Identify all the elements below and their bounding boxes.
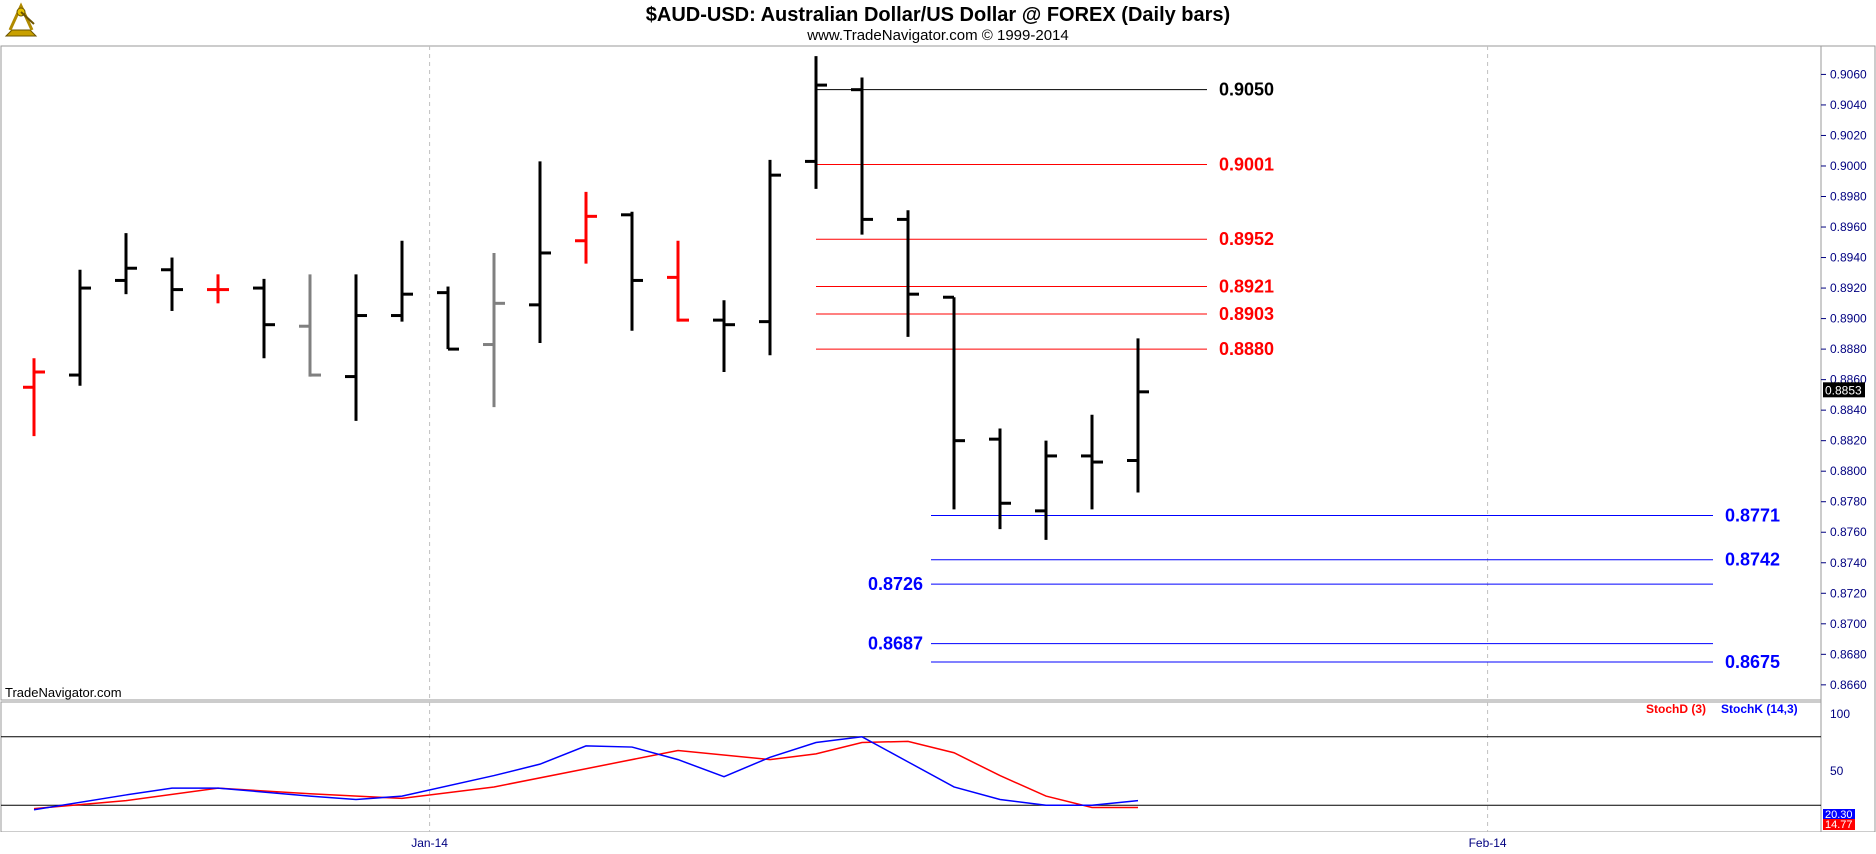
level-label: 0.8880 xyxy=(1219,339,1274,359)
price-panel xyxy=(0,45,1822,701)
level-label: 0.8675 xyxy=(1725,652,1780,672)
price-tick-label: 0.8980 xyxy=(1830,190,1867,204)
price-tick-label: 0.8660 xyxy=(1830,678,1867,692)
level-label: 0.9001 xyxy=(1219,154,1274,174)
ohlc-bar xyxy=(1127,338,1149,493)
date-tick-label: Feb-14 xyxy=(1469,836,1507,850)
ohlc-bar xyxy=(23,358,45,437)
sextant-logo-icon xyxy=(4,2,38,37)
price-tick-label: 0.9060 xyxy=(1830,67,1867,81)
stoch_d-line xyxy=(33,740,1138,810)
price-tick-label: 0.8800 xyxy=(1830,464,1867,478)
price-tick-label: 0.8940 xyxy=(1830,251,1867,265)
ohlc-bar xyxy=(1081,414,1103,510)
support-resistance-levels: 0.9050 0.9001 0.8952 0.8921 0.8903 0.8880 0.87… xyxy=(816,80,1780,672)
level-label: 0.8771 xyxy=(1725,505,1780,525)
ohlc-bar xyxy=(805,56,827,189)
stoch-d-last-value: 14.77 xyxy=(1825,819,1853,831)
ohlc-bar xyxy=(667,240,689,322)
ohlc-bar xyxy=(897,210,919,337)
price-tick-label: 0.8700 xyxy=(1830,617,1867,631)
last-price-label: 0.8853 xyxy=(1825,383,1862,397)
stoch-tick-label: 100 xyxy=(1830,707,1850,721)
legend-stoch-d: StochD (3) xyxy=(1646,702,1706,716)
ohlc-bar xyxy=(391,240,413,322)
stoch-tick-label: 50 xyxy=(1830,764,1844,778)
date-axis-ticks: Jan-14 Feb-14 xyxy=(411,836,1507,850)
chart-subtitle: www.TradeNavigator.com © 1999-2014 xyxy=(806,27,1068,44)
ohlc-bar xyxy=(161,257,183,311)
price-tick-label: 0.8740 xyxy=(1830,556,1867,570)
price-tick-label: 0.8920 xyxy=(1830,281,1867,295)
stochastic-last-values: 20.30 14.77 xyxy=(1823,809,1855,831)
stoch_k-line xyxy=(33,736,1139,811)
ohlc-bar xyxy=(989,428,1011,530)
ohlc-bar xyxy=(943,295,965,510)
ohlc-bar xyxy=(621,211,643,331)
ohlc-bar xyxy=(713,300,735,372)
price-tick-label: 0.9000 xyxy=(1830,159,1867,173)
ohlc-bar xyxy=(575,191,597,264)
level-label: 0.9050 xyxy=(1219,80,1274,100)
ohlc-bar xyxy=(253,278,275,359)
price-axis-ticks: 0.9060 0.9040 0.9020 0.9000 0.8980 0.8960 0.89… xyxy=(1821,67,1867,692)
ohlc-bar xyxy=(345,274,367,421)
ohlc-bar xyxy=(529,161,551,344)
level-label: 0.8921 xyxy=(1219,277,1274,297)
ohlc-bar xyxy=(69,269,91,386)
price-axis xyxy=(1820,45,1876,833)
stoch-k-last-value: 20.30 xyxy=(1825,809,1853,821)
date-axis xyxy=(0,832,1876,854)
ohlc-bar xyxy=(1035,440,1057,540)
chart-title: $AUD-USD: Australian Dollar/US Dollar @ … xyxy=(646,4,1230,26)
price-tick-label: 0.8780 xyxy=(1830,495,1867,509)
price-tick-label: 0.8760 xyxy=(1830,525,1867,539)
stochastic-panel xyxy=(0,701,1822,833)
ohlc-bar xyxy=(207,274,229,304)
level-label: 0.8952 xyxy=(1219,229,1274,249)
header-band xyxy=(0,0,1876,46)
price-tick-label: 0.8840 xyxy=(1830,403,1867,417)
ohlc-bar xyxy=(851,77,873,235)
ohlc-bar xyxy=(115,233,137,295)
ohlc-bar xyxy=(483,252,505,408)
last-price-marker: 0.8853 xyxy=(1823,382,1865,398)
price-tick-label: 0.8720 xyxy=(1830,586,1867,600)
price-tick-label: 0.8680 xyxy=(1830,647,1867,661)
level-label: 0.8726 xyxy=(868,574,923,594)
ohlc-bar xyxy=(759,159,781,356)
level-label: 0.8742 xyxy=(1725,550,1780,570)
grid-lines xyxy=(429,46,1489,832)
price-tick-label: 0.8960 xyxy=(1830,220,1867,234)
ohlc-bar xyxy=(437,286,459,351)
stochastic-series xyxy=(33,736,1139,811)
ohlc-bar xyxy=(299,274,321,377)
level-label: 0.8903 xyxy=(1219,304,1274,324)
ohlc-bars xyxy=(23,56,1149,540)
price-tick-label: 0.8900 xyxy=(1830,312,1867,326)
price-tick-label: 0.9020 xyxy=(1830,128,1867,142)
date-tick-label: Jan-14 xyxy=(411,836,448,850)
level-label: 0.8687 xyxy=(868,634,923,654)
price-tick-label: 0.9040 xyxy=(1830,98,1867,112)
price-tick-label: 0.8820 xyxy=(1830,434,1867,448)
watermark: TradeNavigator.com xyxy=(5,685,122,700)
price-tick-label: 0.8880 xyxy=(1830,342,1867,356)
stochastic-axis-ticks: 100 50 xyxy=(1830,707,1850,778)
legend-stoch-k: StochK (14,3) xyxy=(1721,702,1798,716)
stochastic-reference-lines xyxy=(1,736,1821,806)
